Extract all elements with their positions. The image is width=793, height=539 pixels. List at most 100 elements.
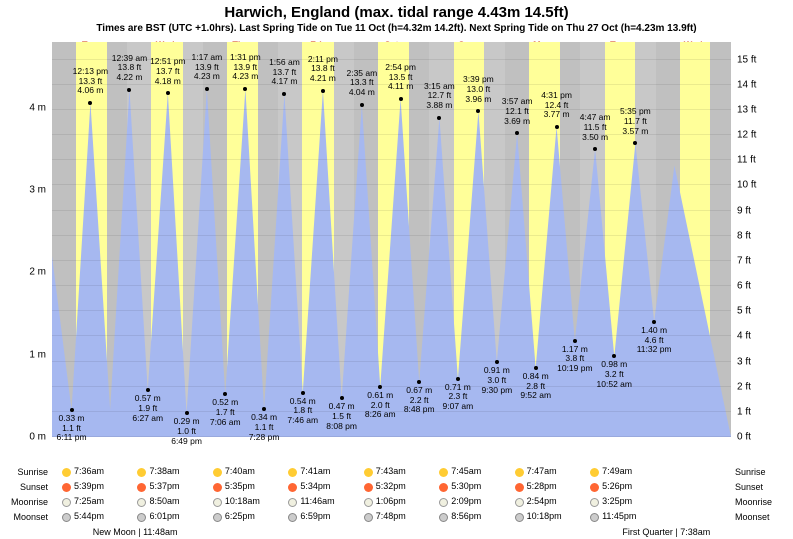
moonrise-cell: 8:50am: [127, 496, 202, 506]
sunrise-cell: 7:45am: [429, 466, 504, 476]
sun-icon: [62, 468, 71, 477]
gridline: [52, 159, 731, 160]
moon-phase-row: New Moon | 11:48am First Quarter | 7:38am: [0, 524, 793, 539]
gridline: [52, 59, 731, 60]
gridline: [52, 335, 731, 336]
moonrise-row: Moonrise7:25am8:50am10:18am11:46am1:06pm…: [0, 494, 793, 509]
y-tick-right: 6 ft: [737, 281, 751, 292]
tide-point: [437, 116, 441, 120]
sunset-row: Sunset5:39pm5:37pm5:35pm5:34pm5:32pm5:30…: [0, 479, 793, 494]
row-label-left: Sunrise: [0, 467, 52, 477]
sunset-icon: [439, 483, 448, 492]
y-tick-right: 10 ft: [737, 180, 756, 191]
sunset-icon: [213, 483, 222, 492]
tide-point: [495, 360, 499, 364]
moonset-cell: 8:56pm: [429, 511, 504, 521]
y-tick-right: 13 ft: [737, 104, 756, 115]
moonset-icon: [439, 513, 448, 522]
y-tick-right: 2 ft: [737, 381, 751, 392]
y-tick-right: 1 ft: [737, 406, 751, 417]
moonrise-cell: 10:18am: [203, 496, 278, 506]
tide-point: [515, 131, 519, 135]
gridline: [52, 109, 731, 110]
sunset-cell: 5:37pm: [127, 481, 202, 491]
moon-phase-label: New Moon | 11:48am: [93, 527, 178, 537]
y-tick-right: 0 ft: [737, 432, 751, 443]
tide-point: [88, 101, 92, 105]
row-label-right: Moonrise: [731, 497, 793, 507]
moonset-icon: [288, 513, 297, 522]
moon-icon: [62, 498, 71, 507]
tide-point: [360, 103, 364, 107]
sunrise-cell: 7:43am: [354, 466, 429, 476]
tide-point: [321, 89, 325, 93]
y-tick-left: 4 m: [29, 102, 46, 113]
y-tick-left: 3 m: [29, 185, 46, 196]
gridline: [52, 386, 731, 387]
sunset-icon: [364, 483, 373, 492]
moonrise-cell: 7:25am: [52, 496, 127, 506]
moonset-cell: [656, 511, 731, 521]
sun-icon: [364, 468, 373, 477]
sunrise-cell: 7:40am: [203, 466, 278, 476]
y-tick-right: 15 ft: [737, 54, 756, 65]
tide-point: [166, 91, 170, 95]
moon-icon: [137, 498, 146, 507]
y-tick-left: 1 m: [29, 349, 46, 360]
sun-icon: [213, 468, 222, 477]
tide-point: [301, 391, 305, 395]
y-axis-right: 0 ft1 ft2 ft3 ft4 ft5 ft6 ft7 ft8 ft9 ft…: [733, 42, 783, 437]
y-tick-right: 5 ft: [737, 306, 751, 317]
sunset-icon: [288, 483, 297, 492]
moonset-cell: 5:44pm: [52, 511, 127, 521]
row-label-left: Sunset: [0, 482, 52, 492]
y-tick-right: 3 ft: [737, 356, 751, 367]
gridline: [52, 84, 731, 85]
gridline: [52, 260, 731, 261]
moonset-cell: 10:18pm: [505, 511, 580, 521]
tide-point: [70, 408, 74, 412]
moonset-row: Moonset5:44pm6:01pm6:25pm6:59pm7:48pm8:5…: [0, 509, 793, 524]
sunset-cell: 5:39pm: [52, 481, 127, 491]
sunrise-cell: 7:36am: [52, 466, 127, 476]
sunset-icon: [590, 483, 599, 492]
tide-point: [340, 396, 344, 400]
y-tick-right: 4 ft: [737, 331, 751, 342]
chart-subtitle: Times are BST (UTC +1.0hrs). Last Spring…: [0, 23, 793, 34]
sunset-cell: 5:30pm: [429, 481, 504, 491]
moonrise-cell: 2:09pm: [429, 496, 504, 506]
y-tick-left: 2 m: [29, 267, 46, 278]
gridline: [52, 184, 731, 185]
moonset-cell: 11:45pm: [580, 511, 655, 521]
sunset-cell: 5:35pm: [203, 481, 278, 491]
tide-point: [205, 87, 209, 91]
moonrise-cell: 3:25pm: [580, 496, 655, 506]
moonset-icon: [364, 513, 373, 522]
gridline: [52, 361, 731, 362]
gridline: [52, 285, 731, 286]
sunset-cell: 5:28pm: [505, 481, 580, 491]
gridline: [52, 210, 731, 211]
tide-point: [633, 141, 637, 145]
tide-point: [573, 339, 577, 343]
sunset-icon: [62, 483, 71, 492]
y-tick-left: 0 m: [29, 432, 46, 443]
tide-point: [378, 385, 382, 389]
moonrise-cell: [656, 496, 731, 506]
moon-icon: [515, 498, 524, 507]
moonrise-cell: 11:46am: [278, 496, 353, 506]
y-tick-right: 12 ft: [737, 130, 756, 141]
moonset-cell: 7:48pm: [354, 511, 429, 521]
sunrise-cell: 7:49am: [580, 466, 655, 476]
sun-icon: [515, 468, 524, 477]
tide-point: [555, 125, 559, 129]
moon-phase-label: First Quarter | 7:38am: [622, 527, 710, 537]
tide-curve: [52, 42, 731, 437]
tide-point: [127, 88, 131, 92]
sun-icon: [137, 468, 146, 477]
row-label-right: Sunrise: [731, 467, 793, 477]
sunset-cell: [656, 481, 731, 491]
sunset-icon: [515, 483, 524, 492]
gridline: [52, 310, 731, 311]
tide-point: [417, 380, 421, 384]
